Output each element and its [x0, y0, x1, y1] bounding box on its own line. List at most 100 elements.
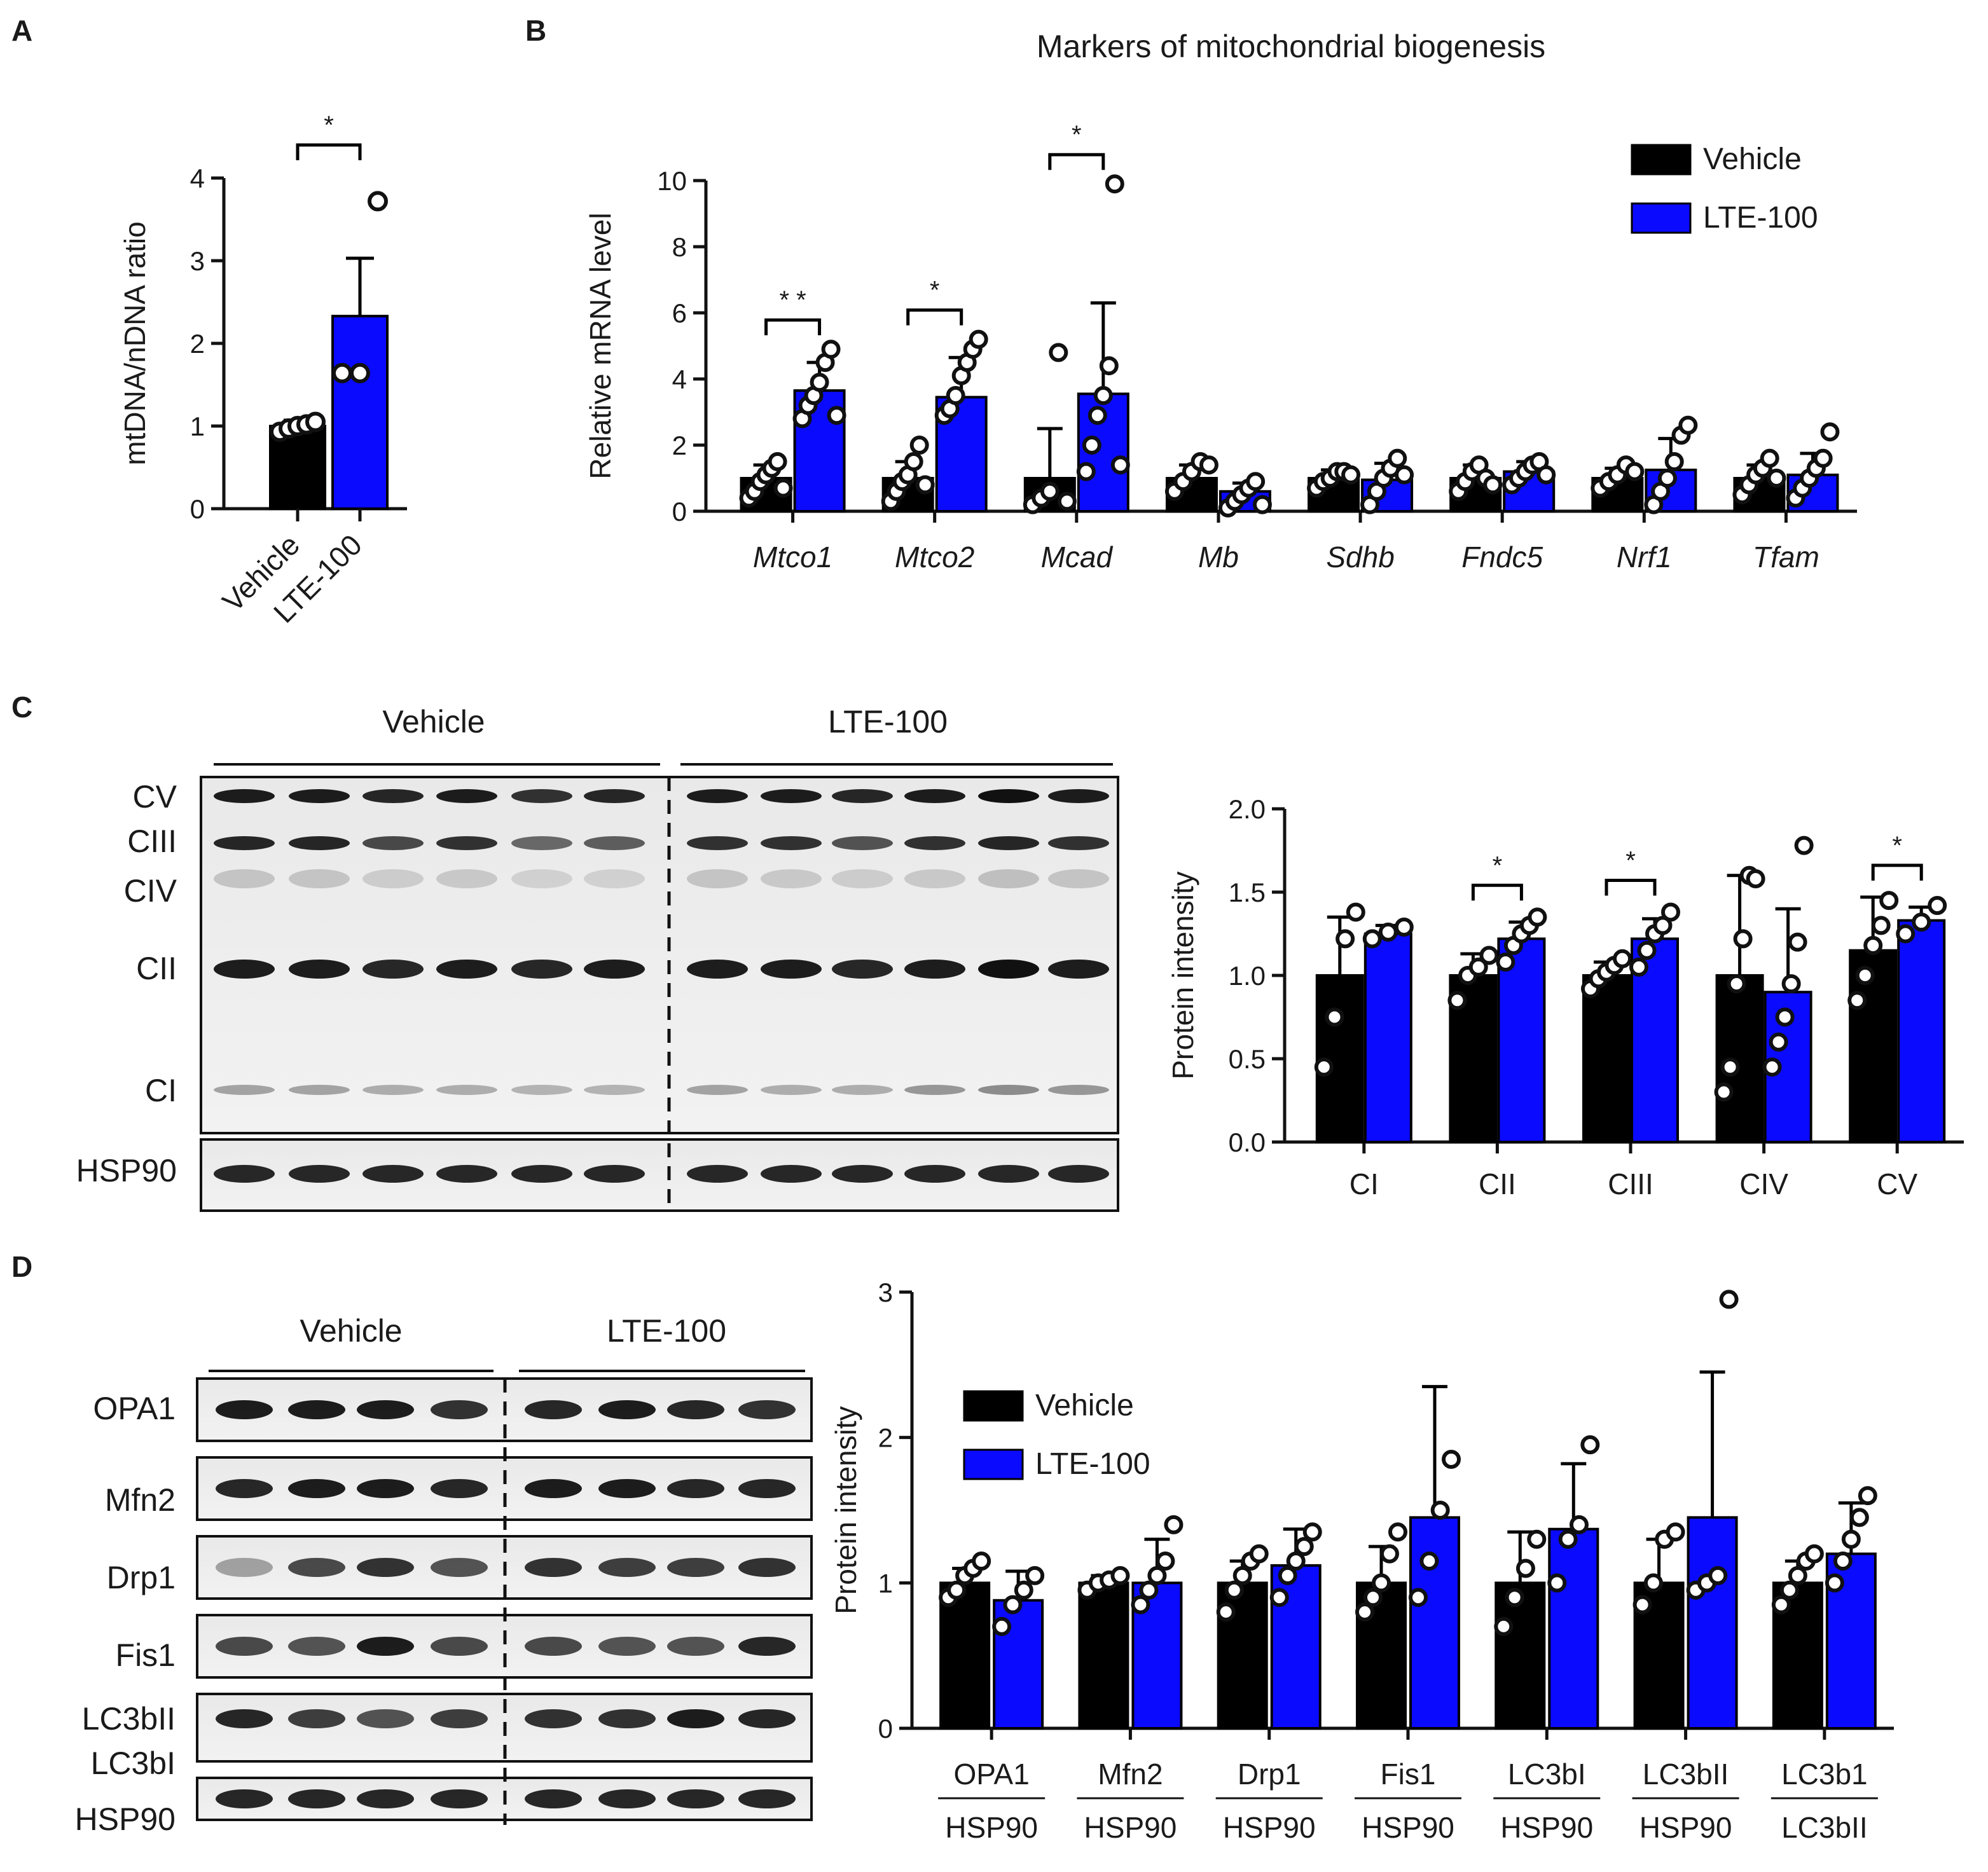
blot-c-band [687, 789, 748, 803]
blot-d-band [431, 1709, 488, 1728]
blot-c-label-cv: CV [133, 779, 177, 815]
chart-a-significance-label: * [324, 111, 334, 139]
chart-d-point [1156, 1552, 1175, 1571]
chart-d-x-label-bottom: HSP90 [945, 1811, 1038, 1844]
chart-b-point [1395, 465, 1414, 485]
blot-c-band [687, 960, 748, 979]
blot-c-band [978, 789, 1039, 803]
blot-d-label-lc3bii: LC3bII [82, 1701, 176, 1737]
blot-c-band [1048, 869, 1109, 888]
blot-d-band [525, 1558, 582, 1577]
blot-c-band [832, 960, 893, 979]
chart-d-point [1269, 1588, 1289, 1607]
chart-d-point [1025, 1566, 1045, 1585]
blot-d-band [525, 1789, 582, 1808]
chart-a-bar [331, 315, 389, 510]
blot-c-band [214, 836, 275, 850]
chart-d-point [1139, 1580, 1159, 1600]
blot-c-band [687, 1085, 748, 1095]
blot-d-band [598, 1709, 656, 1728]
chart-a-point [368, 191, 388, 212]
blot-d-label-hsp90: HSP90 [75, 1801, 176, 1837]
blot-c-label-civ: CIV [124, 873, 177, 909]
chart-c-x-label: CI [1349, 1167, 1379, 1201]
blot-d-band [525, 1479, 582, 1498]
chart-a-point [350, 362, 370, 383]
chart-b-y-tick-label: 2 [672, 430, 687, 460]
chart-d-point [1110, 1566, 1130, 1585]
chart-d-x-label-bottom: HSP90 [1362, 1811, 1454, 1844]
blot-c-band [1048, 789, 1109, 803]
chart-d-point [1841, 1529, 1861, 1549]
blot-d-band [288, 1789, 345, 1808]
chart-a-y-tick-label: 2 [190, 329, 205, 359]
chart-c-significance-bracket [1605, 878, 1657, 896]
chart-d-x-label-top: Mfn2 [1098, 1758, 1163, 1791]
chart-b-y-tick-label: 6 [672, 298, 687, 328]
blot-c-band [289, 960, 350, 979]
chart-d-point [1771, 1595, 1791, 1614]
blot-d-band [357, 1709, 414, 1728]
chart-d-point [1216, 1602, 1236, 1622]
chart-d-x-label-top: LC3b1 [1781, 1758, 1868, 1791]
blot-c-band [362, 1165, 424, 1183]
blot-c-band [687, 1165, 748, 1183]
chart-d-point [992, 1616, 1012, 1636]
chart-b-point [1388, 448, 1407, 468]
chart-a-point [332, 362, 352, 383]
blot-d-band [216, 1789, 273, 1808]
chart-c-significance-bracket [1871, 864, 1923, 881]
chart-c-point [1928, 895, 1947, 915]
chart-c-point [1762, 1057, 1782, 1077]
chart-c-point [1362, 929, 1382, 949]
chart-b-significance-label: * * [779, 286, 806, 314]
chart-c-point [1847, 991, 1867, 1010]
panel-letter-b: B [525, 14, 546, 47]
blot-c-label-ci: CI [145, 1073, 177, 1108]
blot-d-band [288, 1479, 345, 1498]
blot-c-band [436, 960, 497, 979]
blot-d-label-drp1: Drp1 [107, 1560, 176, 1595]
blot-c-band [687, 869, 748, 888]
chart-b-y-tick-label: 4 [672, 364, 687, 394]
blot-c-band [436, 869, 497, 888]
chart-b-point [1049, 343, 1068, 362]
chart-d-legend-label: LTE-100 [1035, 1447, 1150, 1481]
chart-d-point [1804, 1544, 1824, 1564]
chart-d-point [1388, 1522, 1407, 1542]
chart-b-x-label: Tfam [1753, 540, 1819, 574]
chart-b-point [1820, 422, 1840, 442]
blot-c-band [214, 1085, 275, 1095]
blot-d-band [525, 1709, 582, 1728]
blot-d-band [288, 1709, 345, 1728]
blot-c-band [584, 1085, 645, 1095]
blot-d-band [431, 1637, 488, 1656]
blot-c-band [832, 789, 893, 803]
chart-b-x-label: Sdhb [1326, 540, 1394, 574]
blot-d-band [667, 1789, 724, 1808]
blot-d-band [667, 1637, 724, 1656]
blot-c-vehicle-label: Vehicle [382, 704, 485, 740]
chart-d-bar [1494, 1581, 1546, 1730]
chart-b-significance-bracket [1048, 153, 1105, 170]
chart-b-significance-bracket [764, 318, 822, 336]
chart-c-point [1314, 1057, 1334, 1077]
chart-d-point [1249, 1544, 1269, 1564]
chart-c-point [1896, 924, 1916, 944]
blot-d-band [431, 1558, 488, 1577]
chart-d-y-axis-label: Protein intensity [829, 1406, 862, 1614]
chart-d-x-label-bottom: HSP90 [1084, 1811, 1177, 1844]
chart-c-point [1733, 929, 1753, 949]
blot-c-label-hsp90: HSP90 [76, 1153, 177, 1188]
blot-d-label-mfn2: Mfn2 [105, 1482, 176, 1518]
chart-b-point [1678, 415, 1698, 435]
blot-c-band [904, 960, 965, 979]
chart-d-point [1014, 1580, 1033, 1600]
blot-c-band [511, 1085, 572, 1095]
chart-b-point [1760, 448, 1779, 468]
chart-d-x-label-bottom: HSP90 [1500, 1811, 1593, 1844]
blot-c-band [289, 1165, 350, 1183]
blot-d-band [216, 1558, 273, 1577]
chart-c-x-label: CV [1877, 1167, 1917, 1201]
blot-c-band [584, 789, 645, 803]
